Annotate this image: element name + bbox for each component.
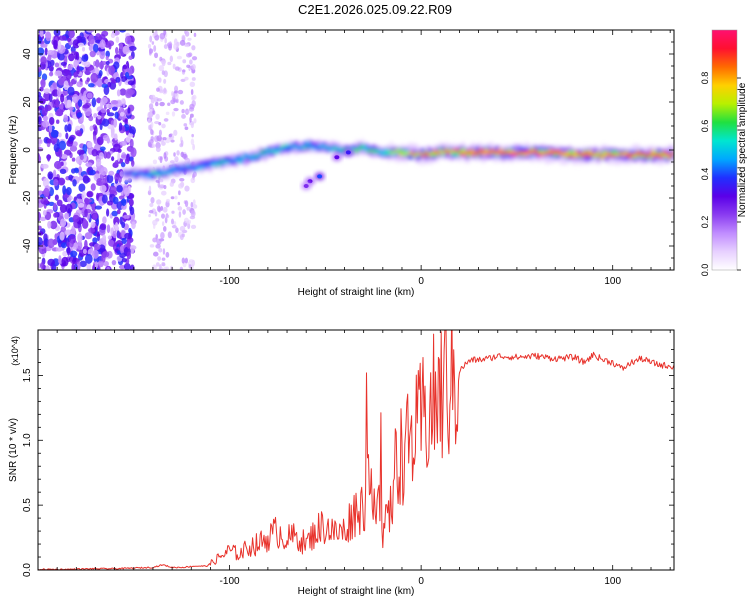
y-tick-label: 40 [22, 48, 33, 60]
colorbar-ticks: 0.0 0.2 0.4 0.6 0.8 [700, 72, 741, 277]
colorbar-tick-label: 0.4 [700, 168, 710, 181]
y-axis-label-bottom: SNR (10 * v/v) [8, 418, 19, 482]
y-tick-label: 1.0 [22, 433, 33, 447]
y-tick-label: 0.0 [22, 563, 33, 577]
y-tick-label: 0 [22, 147, 33, 153]
x-tick-label: 0 [418, 276, 424, 287]
snr-frame [37, 329, 675, 571]
snr-series-line [38, 330, 674, 570]
snr-panel: -100 0 100 0.0 0.5 1.0 1.5 Height of straight… [8, 329, 675, 597]
colorbar-gradient [712, 30, 737, 270]
colorbar-tick-label: 0.0 [700, 264, 710, 277]
colorbar-label: Normalized spectral amplitude [737, 82, 748, 217]
x-axis-label-bottom: Height of straight line (km) [298, 586, 415, 597]
x-tick-label: 100 [604, 576, 621, 587]
x-tick-label: 0 [418, 576, 424, 587]
spectrogram-ridge [122, 138, 674, 190]
y-tick-label: 0.5 [22, 498, 33, 512]
x-axis-label-top: Height of straight line (km) [298, 287, 415, 298]
spectrogram-noise-region [38, 30, 198, 270]
x-tick-label: 100 [604, 276, 621, 287]
y-tick-label: 20 [22, 96, 33, 108]
y-axis-ticks-bottom: 0.0 0.5 1.0 1.5 [22, 349, 674, 577]
colorbar-tick-label: 0.2 [700, 216, 710, 229]
y-scale-label: (x10^4) [10, 336, 20, 366]
y-tick-label: -20 [22, 190, 33, 205]
y-axis-ticks-top: -40 -20 0 20 40 [22, 29, 674, 271]
x-axis-ticks-top: -100 0 100 [37, 30, 671, 287]
spectrogram-panel: -100 0 100 -40 -20 0 20 40 Height of straight … [8, 29, 675, 298]
y-tick-label: -40 [22, 238, 33, 253]
y-tick-label: 1.5 [22, 368, 33, 382]
x-tick-label: -100 [220, 576, 240, 587]
y-axis-label-top: Frequency (Hz) [8, 116, 19, 185]
x-axis-ticks-bottom: -100 0 100 [37, 330, 671, 587]
colorbar-tick-label: 0.6 [700, 120, 710, 133]
colorbar: 0.0 0.2 0.4 0.6 0.8 Normalized spectral ampl… [700, 29, 748, 277]
chart-title: C2E1.2026.025.09.22.R09 [298, 2, 452, 17]
colorbar-tick-label: 0.8 [700, 72, 710, 85]
x-tick-label: -100 [220, 276, 240, 287]
